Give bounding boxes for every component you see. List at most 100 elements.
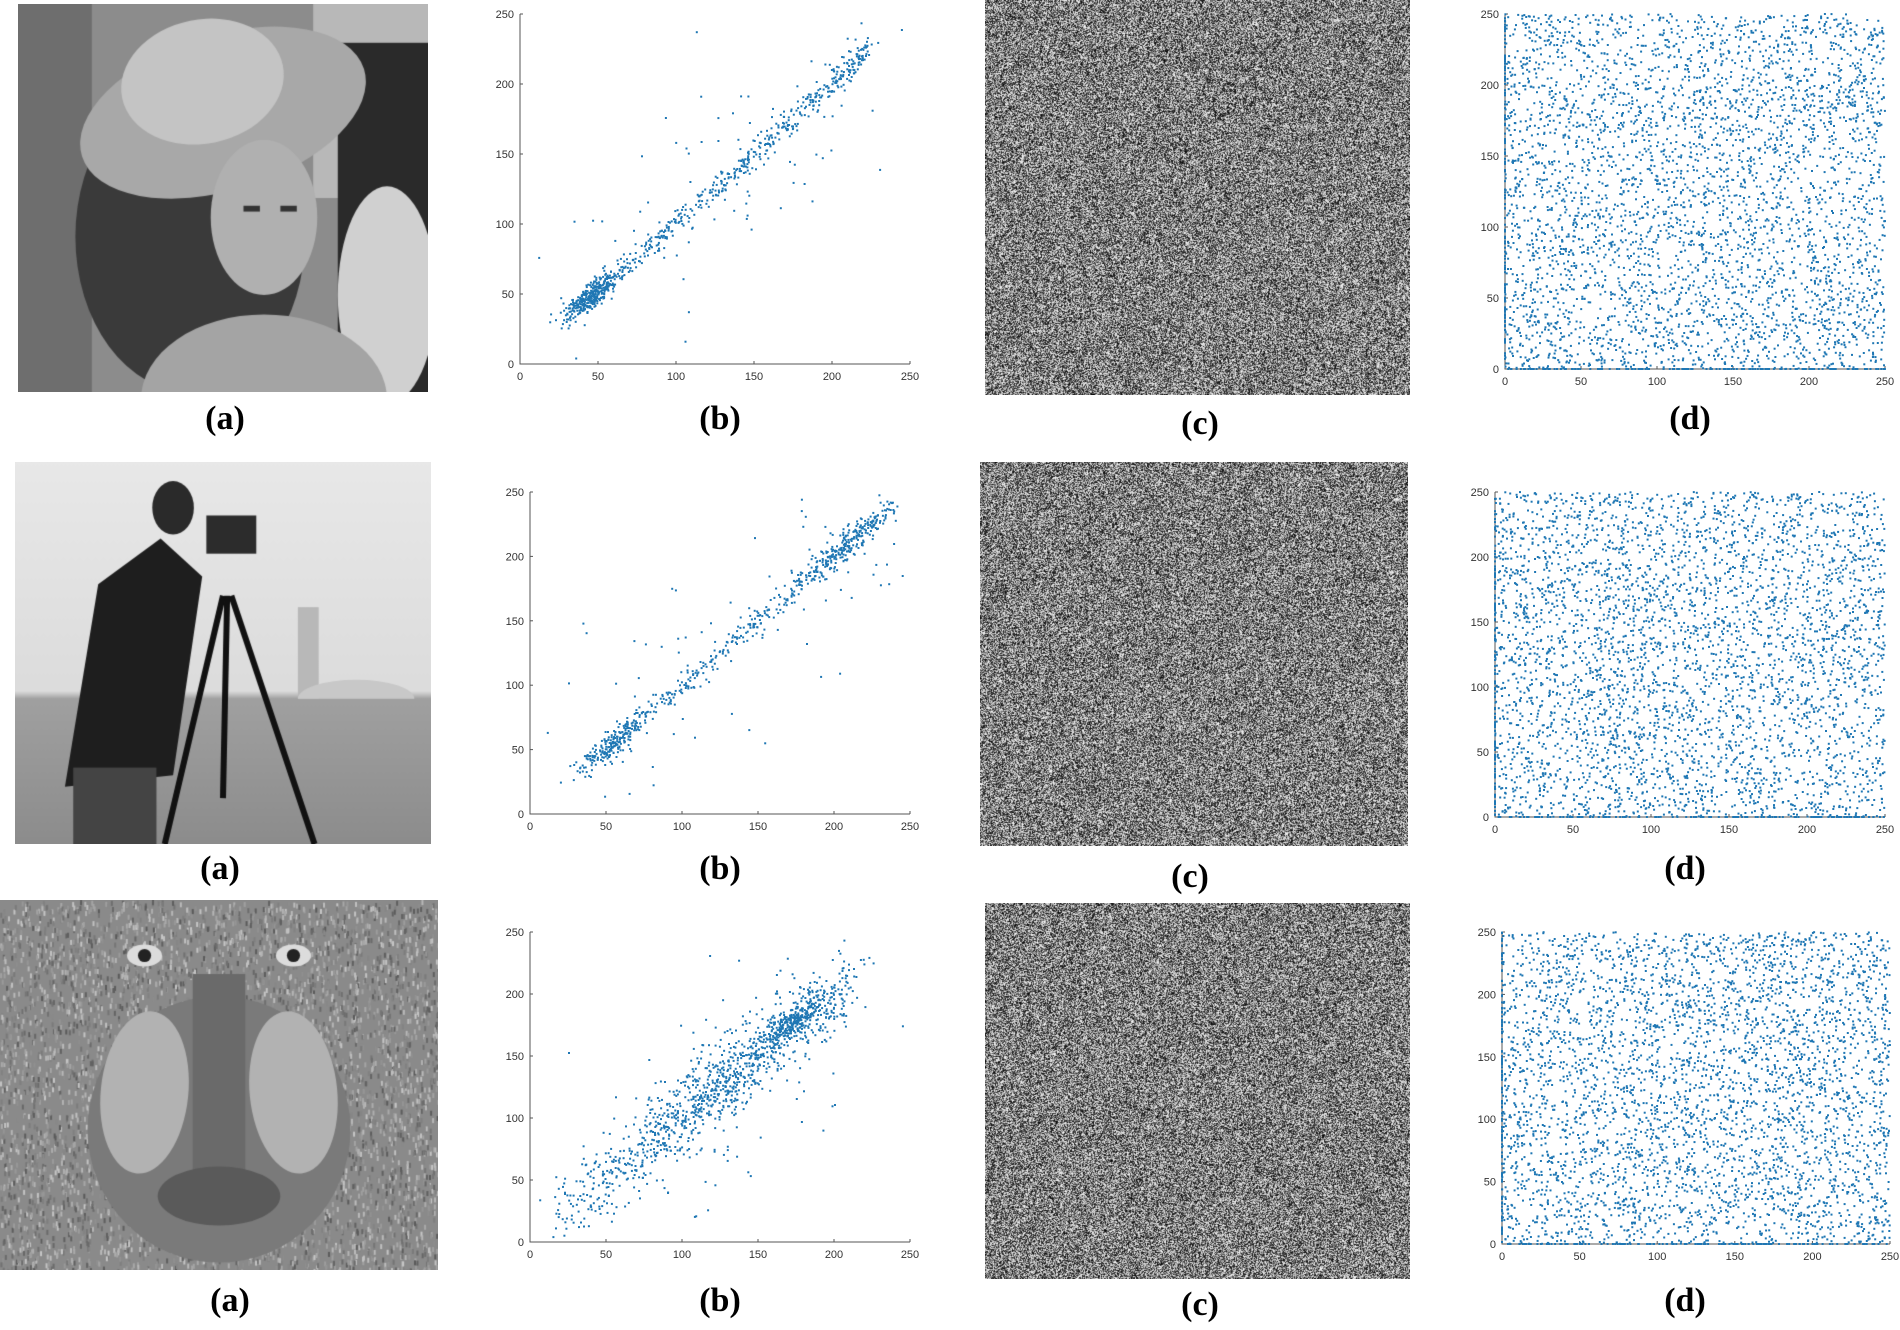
row1-plot-b-point xyxy=(715,194,718,197)
row1-plot-b-point xyxy=(733,177,736,180)
row1-plot-d-point xyxy=(1796,335,1799,337)
row1-plot-d-point xyxy=(1872,92,1875,95)
row1-plot-d-point xyxy=(1697,356,1700,359)
row1-plot-b-point xyxy=(581,293,584,296)
row1-plot-d-point xyxy=(1512,355,1514,357)
row1-plot-d-point xyxy=(1543,84,1546,87)
row1-plot-d-point xyxy=(1880,123,1883,126)
row1-plot-d-point xyxy=(1704,63,1707,66)
row1-plot-d-point xyxy=(1789,277,1792,280)
row1-plot-d-point xyxy=(1839,304,1842,307)
row1-plot-d-point xyxy=(1832,212,1834,214)
row1-plot-b-point xyxy=(818,100,821,102)
row1-plot-d-point xyxy=(1831,135,1833,138)
row1-plot-d-point xyxy=(1660,291,1663,294)
row1-plot-d-point xyxy=(1619,128,1622,131)
row1-plot-d-point xyxy=(1692,143,1695,145)
row1-plot-d-point xyxy=(1507,67,1510,70)
row1-plot-d-point xyxy=(1812,268,1815,271)
row1-plot-d-point xyxy=(1613,62,1616,65)
row1-plot-b-point xyxy=(691,227,694,230)
row1-plot-b-point xyxy=(764,143,766,146)
row1-plot-b-point xyxy=(590,299,592,302)
row1-plot-b-point xyxy=(737,138,740,141)
row1-plot-d-point xyxy=(1798,315,1801,318)
row1-plot-d-point xyxy=(1613,293,1616,296)
row1-plot-d-point xyxy=(1875,293,1877,296)
row1-plot-b-point xyxy=(606,274,609,277)
row1-plot-d-point xyxy=(1858,230,1861,233)
row1-plot-d-point xyxy=(1780,368,1783,370)
row1-plot-d-point xyxy=(1662,368,1665,370)
row1-plot-d-point xyxy=(1735,368,1738,370)
row1-plot-d-point xyxy=(1700,365,1703,368)
row1-plot-b-point xyxy=(763,163,765,166)
row1-plot-d-point xyxy=(1736,119,1739,122)
row1-plot-d-point xyxy=(1809,105,1812,108)
row1-plot-b-point xyxy=(591,300,594,303)
row1-plot-d-point xyxy=(1704,196,1707,198)
row1-plot-d-point xyxy=(1626,167,1629,170)
row1-plot-d-point xyxy=(1874,313,1877,316)
row1-plot-d-point xyxy=(1545,224,1548,226)
row1-plot-d-point xyxy=(1514,190,1517,193)
row1-plot-d-point xyxy=(1663,327,1665,330)
row1-plot-d-point xyxy=(1619,239,1622,242)
row1-plot-d-point xyxy=(1611,146,1614,149)
row1-plot-d-point xyxy=(1525,334,1528,337)
row1-plot-d-point xyxy=(1852,117,1855,120)
row1-plot-b-point xyxy=(607,288,609,291)
row1-plot-d-point xyxy=(1720,42,1723,45)
row1-plot-d-point xyxy=(1628,298,1631,301)
row1-plot-d-point xyxy=(1682,119,1685,122)
row1-plot-d-point xyxy=(1862,292,1865,294)
row1-plot-d-point xyxy=(1806,265,1809,268)
row1-plot-d-point xyxy=(1849,313,1852,316)
row1-plot-b-point xyxy=(689,181,692,183)
row1-plot-d-point xyxy=(1511,159,1514,162)
row1-plot-d-point xyxy=(1580,203,1583,206)
row1-plot-d-point xyxy=(1690,54,1693,56)
row1-plot-d-point xyxy=(1824,343,1827,346)
row1-plot-d-point xyxy=(1877,85,1880,88)
row1-plot-d-point xyxy=(1636,99,1638,102)
row1-plot-d-point xyxy=(1786,129,1788,132)
row1-plot-d-point xyxy=(1874,356,1877,359)
row1-plot-d-point xyxy=(1713,32,1716,35)
row1-plot-d-point xyxy=(1823,122,1825,125)
row1-plot-d-point xyxy=(1761,368,1764,370)
row1-plot-d-point xyxy=(1620,15,1623,18)
row1-plot-d-point xyxy=(1771,62,1774,65)
row1-plot-b-point xyxy=(814,100,817,103)
row1-plot-d-point xyxy=(1677,25,1680,27)
row1-plot-d-point xyxy=(1850,171,1853,174)
row1-plot-b-point xyxy=(777,126,780,129)
row1-plot-b-point xyxy=(699,194,702,197)
row1-plot-d-point xyxy=(1693,99,1696,102)
row1-plot-d-point xyxy=(1625,183,1628,186)
row1-plot-d-point xyxy=(1760,94,1763,97)
row1-plot-d-point xyxy=(1792,109,1795,112)
row1-plot-d-point xyxy=(1735,315,1738,318)
row1-plot-d-point xyxy=(1881,224,1884,227)
row1-plot-d-point xyxy=(1828,136,1831,139)
row1-plot-d-point xyxy=(1597,31,1600,34)
row1-plot-b-point xyxy=(811,200,814,203)
row1-plot-d-point xyxy=(1771,285,1774,288)
row1-plot-d-point xyxy=(1722,186,1725,189)
row1-plot-d-point xyxy=(1609,222,1612,225)
row1-plot-b-point xyxy=(846,77,849,80)
row1-plot-b-point xyxy=(717,189,720,192)
row1-plot-d-point xyxy=(1833,237,1836,239)
row1-plot-d-point xyxy=(1737,243,1740,246)
row1-plot-d-point xyxy=(1658,275,1661,278)
row1-plot-d-point xyxy=(1614,36,1617,39)
row1-plot-d-point xyxy=(1539,266,1542,269)
row1-plot-d-point xyxy=(1515,280,1518,283)
row1-plot-d-point xyxy=(1645,366,1648,369)
row1-plot-d-point xyxy=(1602,244,1605,247)
row1-plot-b-point xyxy=(618,275,621,278)
row1-plot-d-point xyxy=(1690,156,1693,159)
row1-plot-d-point xyxy=(1812,259,1815,262)
row1-plot-d-point xyxy=(1602,23,1605,26)
